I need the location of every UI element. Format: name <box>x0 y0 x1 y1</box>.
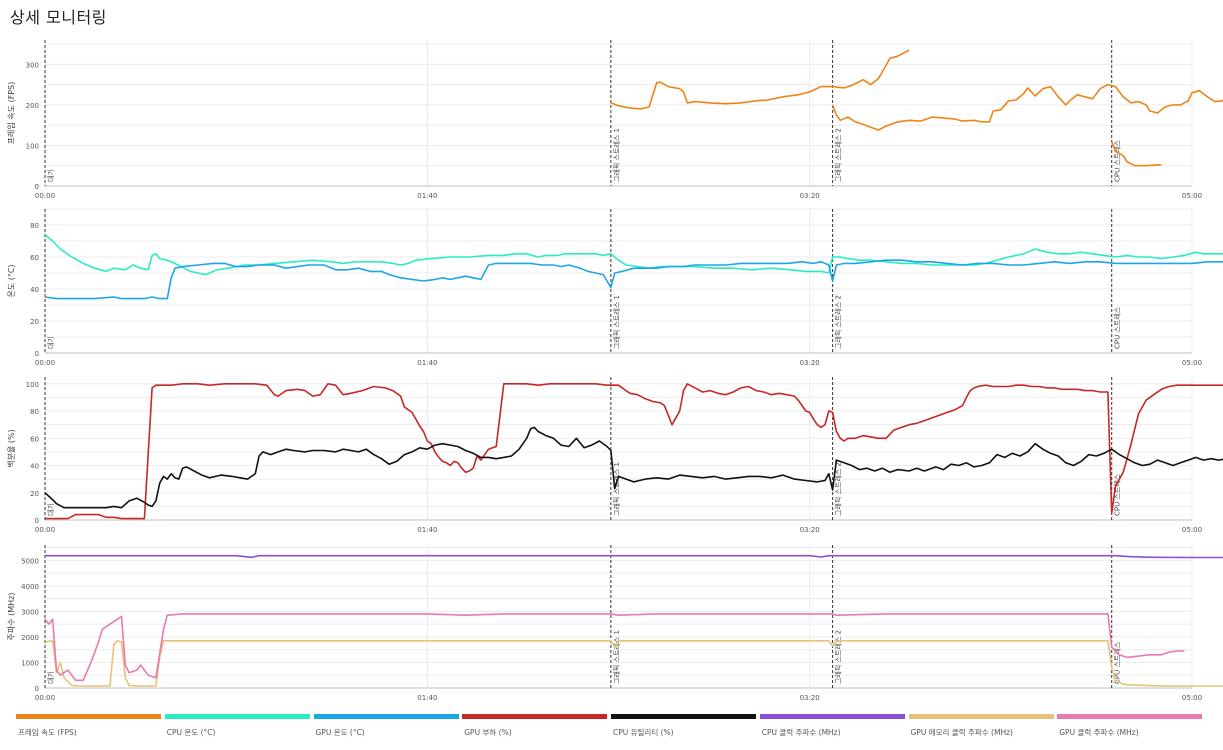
x-tick-label: 01:40 <box>417 526 437 534</box>
y-tick-label: 80 <box>30 222 39 230</box>
legend-item[interactable]: GPU 클럭 주파수 (MHz) <box>1057 714 1206 744</box>
phase-marker-label: CPU 스트레스 <box>1113 306 1122 349</box>
legend-item[interactable]: CPU 온도 (°C) <box>164 714 314 744</box>
legend-label: GPU 메모리 클럭 주파수 (MHz) <box>910 728 1013 737</box>
phase-marker-label: 대기 <box>46 671 55 684</box>
legend-label: GPU 클럭 주파수 (MHz) <box>1059 728 1139 737</box>
phase-marker-label: CPU 스트레스 <box>1113 641 1122 684</box>
y-tick-label: 0 <box>35 183 39 191</box>
y-tick-label: 0 <box>35 517 39 525</box>
page-title: 상세 모니터링 <box>10 8 107 27</box>
x-tick-label: 01:40 <box>417 694 437 702</box>
x-tick-label: 00:00 <box>35 359 55 367</box>
legend-swatch <box>313 714 459 719</box>
y-axis-label: 백분율 (%) <box>6 429 16 467</box>
x-tick-label: 00:00 <box>35 192 55 200</box>
y-tick-label: 200 <box>26 102 39 110</box>
y-tick-label: 0 <box>35 685 39 693</box>
x-tick-label: 01:40 <box>417 192 437 200</box>
x-tick-label: 03:20 <box>800 526 820 534</box>
x-tick-label: 01:40 <box>417 359 437 367</box>
legend-item[interactable]: CPU 클럭 주파수 (MHz) <box>759 714 909 744</box>
y-tick-label: 5000 <box>21 557 39 565</box>
x-tick-label: 05:00 <box>1182 192 1202 200</box>
series-line <box>44 426 1223 509</box>
series-line <box>610 49 910 110</box>
legend-swatch <box>16 714 161 719</box>
legend-item[interactable]: 프레임 속도 (FPS) <box>16 714 165 744</box>
x-tick-label: 03:20 <box>800 192 820 200</box>
series-line <box>44 233 1223 276</box>
x-tick-label: 05:00 <box>1182 359 1202 367</box>
x-tick-label: 05:00 <box>1182 526 1202 534</box>
y-axis-label: 주파수 (MHz) <box>7 593 16 641</box>
series-line <box>45 383 1223 520</box>
legend-item[interactable]: GPU 메모리 클럭 주파수 (MHz) <box>908 714 1058 744</box>
legend-label: GPU 온도 (°C) <box>315 728 365 737</box>
series-line <box>45 554 1223 559</box>
y-tick-label: 80 <box>30 408 39 416</box>
legend-item[interactable]: CPU 유틸리티 (%) <box>611 714 760 744</box>
x-tick-label: 00:00 <box>35 526 55 534</box>
y-tick-label: 60 <box>30 435 39 443</box>
panel-2: 0 20 40 60 80 온도 (°C) 00:00 01:40 03:20 05:00 대기 그래… <box>7 208 1223 367</box>
legend-swatch <box>611 714 756 719</box>
legend-label: 프레임 속도 (FPS) <box>18 728 77 737</box>
legend-swatch <box>1057 714 1203 719</box>
series-line <box>1110 141 1162 167</box>
y-tick-label: 3000 <box>21 608 39 616</box>
legend-swatch <box>164 714 310 719</box>
chart-legend: 프레임 속도 (FPS) CPU 온도 (°C) GPU 온도 (°C) GPU 부하… <box>16 714 1206 744</box>
x-tick-label: 03:20 <box>800 694 820 702</box>
y-tick-label: 100 <box>26 142 39 150</box>
series-line <box>44 613 1185 682</box>
phase-marker-label: CPU 스트레스 <box>1113 473 1122 516</box>
series-line <box>44 259 1223 300</box>
panel-4: 0 1000 2000 3000 4000 5000 주파수 (MHz) 00:00 01:40… <box>7 545 1223 702</box>
legend-swatch <box>908 714 1054 719</box>
y-tick-label: 100 <box>26 381 39 389</box>
y-tick-label: 2000 <box>21 634 39 642</box>
y-tick-label: 60 <box>30 254 39 262</box>
phase-marker-label: 그래픽 스트레스 2 <box>834 128 843 182</box>
phase-marker-label: 대기 <box>46 336 55 349</box>
y-tick-label: 40 <box>30 463 39 471</box>
legend-swatch <box>462 714 608 719</box>
panel-3: 0 20 40 60 80 100 백분율 (%) 00:00 01:40 03:20 05:00 대… <box>6 377 1223 534</box>
y-tick-label: 1000 <box>21 659 39 667</box>
series-line <box>44 640 1223 687</box>
x-tick-label: 05:00 <box>1182 694 1202 702</box>
legend-label: CPU 유틸리티 (%) <box>613 728 674 737</box>
phase-marker-label: 대기 <box>46 503 55 516</box>
phase-marker-label: 그래픽 스트레스 1 <box>612 630 621 684</box>
y-tick-label: 0 <box>35 350 39 358</box>
phase-marker-label: 그래픽 스트레스 2 <box>834 630 843 684</box>
legend-label: GPU 부하 (%) <box>464 728 512 737</box>
legend-item[interactable]: GPU 온도 (°C) <box>313 714 463 744</box>
phase-marker-label: 그래픽 스트레스 1 <box>612 295 621 349</box>
legend-label: CPU 온도 (°C) <box>166 728 216 737</box>
legend-swatch <box>759 714 905 719</box>
panel-1: 0 100 200 300 프레임 속도 (FPS) 00:00 01:40 03:20 05:… <box>7 40 1223 200</box>
phase-marker-label: CPU 스트레스 <box>1113 139 1122 182</box>
x-tick-label: 03:20 <box>800 359 820 367</box>
y-axis-label: 프레임 속도 (FPS) <box>7 82 16 145</box>
phase-marker-label: 그래픽 스트레스 1 <box>612 462 621 516</box>
x-tick-label: 00:00 <box>35 694 55 702</box>
phase-marker-label: 그래픽 스트레스 2 <box>834 295 843 349</box>
y-tick-label: 4000 <box>21 583 39 591</box>
phase-marker-label: 그래픽 스트레스 2 <box>834 462 843 516</box>
y-axis-label: 온도 (°C) <box>7 264 16 297</box>
phase-marker-label: 대기 <box>46 169 55 182</box>
legend-label: CPU 클럭 주파수 (MHz) <box>761 728 841 737</box>
y-tick-label: 20 <box>30 318 39 326</box>
legend-item[interactable]: GPU 부하 (%) <box>462 714 611 744</box>
series-line <box>831 83 1223 131</box>
y-tick-label: 40 <box>30 286 39 294</box>
phase-marker-label: 그래픽 스트레스 1 <box>612 128 621 182</box>
y-tick-label: 20 <box>30 490 39 498</box>
y-tick-label: 300 <box>26 61 39 69</box>
